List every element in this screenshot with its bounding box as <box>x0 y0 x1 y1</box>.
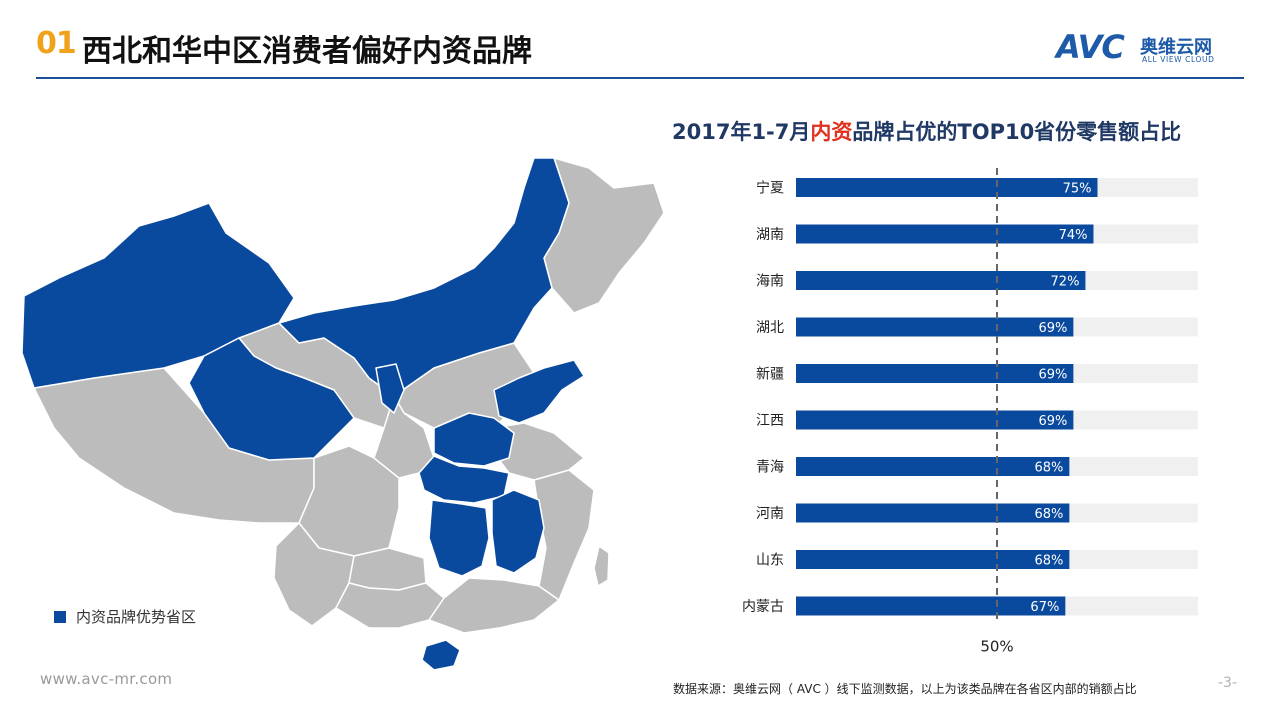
map-province-hainan <box>421 639 461 671</box>
map-region-guangxi <box>335 582 445 629</box>
chart-title-highlight: 内资 <box>810 120 853 144</box>
legend-label: 内资品牌优势省区 <box>76 608 197 626</box>
logo-tagline: ALL VIEW CLOUD <box>1142 55 1215 64</box>
bar <box>796 364 1074 383</box>
category-label: 内蒙古 <box>742 599 784 615</box>
data-source-note: 数据来源：奥维云网（ AVC ）线下监测数据，以上为该类品牌在各省区内部的销额占… <box>673 682 1137 696</box>
logo-wordmark: AVC <box>1056 28 1125 66</box>
logo-chinese-name: 奥维云网 <box>1140 37 1212 58</box>
value-label: 68% <box>1034 507 1063 522</box>
bar <box>796 596 1066 616</box>
value-label: 69% <box>1038 414 1067 429</box>
category-label: 青海 <box>756 460 784 476</box>
map-province-jiangxi <box>491 489 545 574</box>
chart-title-suffix: 品牌占优的TOP10省份零售额占比 <box>852 120 1182 144</box>
chart-title: 2017年1-7月内资品牌占优的TOP10省份零售额占比 <box>672 116 1181 146</box>
bar <box>796 271 1086 290</box>
map-region-guizhou <box>348 547 427 591</box>
category-label: 宁夏 <box>756 180 784 197</box>
website-url: www.avc-mr.com <box>40 670 173 688</box>
brand-logo: AVC 奥维云网 ALL VIEW CLOUD <box>1056 28 1246 70</box>
value-label: 72% <box>1051 275 1080 290</box>
header: 01 西北和华中区消费者偏好内资品牌 AVC 奥维云网 ALL VIEW CLO… <box>0 0 1280 80</box>
china-map <box>21 157 665 671</box>
map-region-yunnan <box>273 522 355 627</box>
bar <box>796 503 1070 523</box>
section-number: 01 <box>36 26 77 61</box>
category-label: 新疆 <box>756 367 784 383</box>
bar-chart: 宁夏 75% 湖南 74% 海南 72% 湖北 69% 新疆 69% 江西 69% 青海 68% 河南 68%… <box>742 168 1198 656</box>
header-divider <box>36 77 1244 79</box>
bar <box>796 178 1098 197</box>
map-region-guangdong <box>428 577 560 634</box>
map-province-xinjiang <box>21 202 295 389</box>
map-province-inner-mongolia <box>278 157 570 397</box>
map-province-hubei <box>418 455 510 504</box>
category-label: 江西 <box>756 413 784 429</box>
category-label: 山东 <box>756 553 784 569</box>
category-label: 湖南 <box>756 227 784 243</box>
value-label: 74% <box>1059 228 1088 243</box>
category-label: 湖北 <box>756 320 784 336</box>
bar <box>796 224 1094 244</box>
bar <box>796 317 1074 337</box>
value-label: 69% <box>1038 368 1067 383</box>
map-province-hunan <box>428 499 490 577</box>
legend-swatch <box>54 610 66 623</box>
map-region-taiwan <box>593 545 610 587</box>
value-label: 75% <box>1063 182 1092 197</box>
chart-title-prefix: 2017年1-7月 <box>672 120 811 144</box>
map-province-shandong <box>493 359 585 424</box>
map-province-qinghai <box>188 337 355 461</box>
map-region-fujian-zhejiang <box>533 469 595 601</box>
page-title: 西北和华中区消费者偏好内资品牌 <box>82 34 532 69</box>
bar <box>796 550 1070 569</box>
bar <box>796 457 1070 476</box>
value-label: 68% <box>1034 461 1063 476</box>
category-label: 海南 <box>756 274 784 290</box>
reference-line-label: 50% <box>980 638 1013 656</box>
value-label: 67% <box>1030 600 1059 615</box>
value-label: 69% <box>1038 321 1067 336</box>
category-label: 河南 <box>756 506 784 522</box>
map-legend: 内资品牌优势省区 <box>54 606 196 627</box>
value-label: 68% <box>1034 554 1063 569</box>
page-number: -3- <box>1218 675 1238 691</box>
map-province-ningxia <box>375 363 405 414</box>
map-province-henan <box>433 412 515 467</box>
bar <box>796 410 1074 430</box>
